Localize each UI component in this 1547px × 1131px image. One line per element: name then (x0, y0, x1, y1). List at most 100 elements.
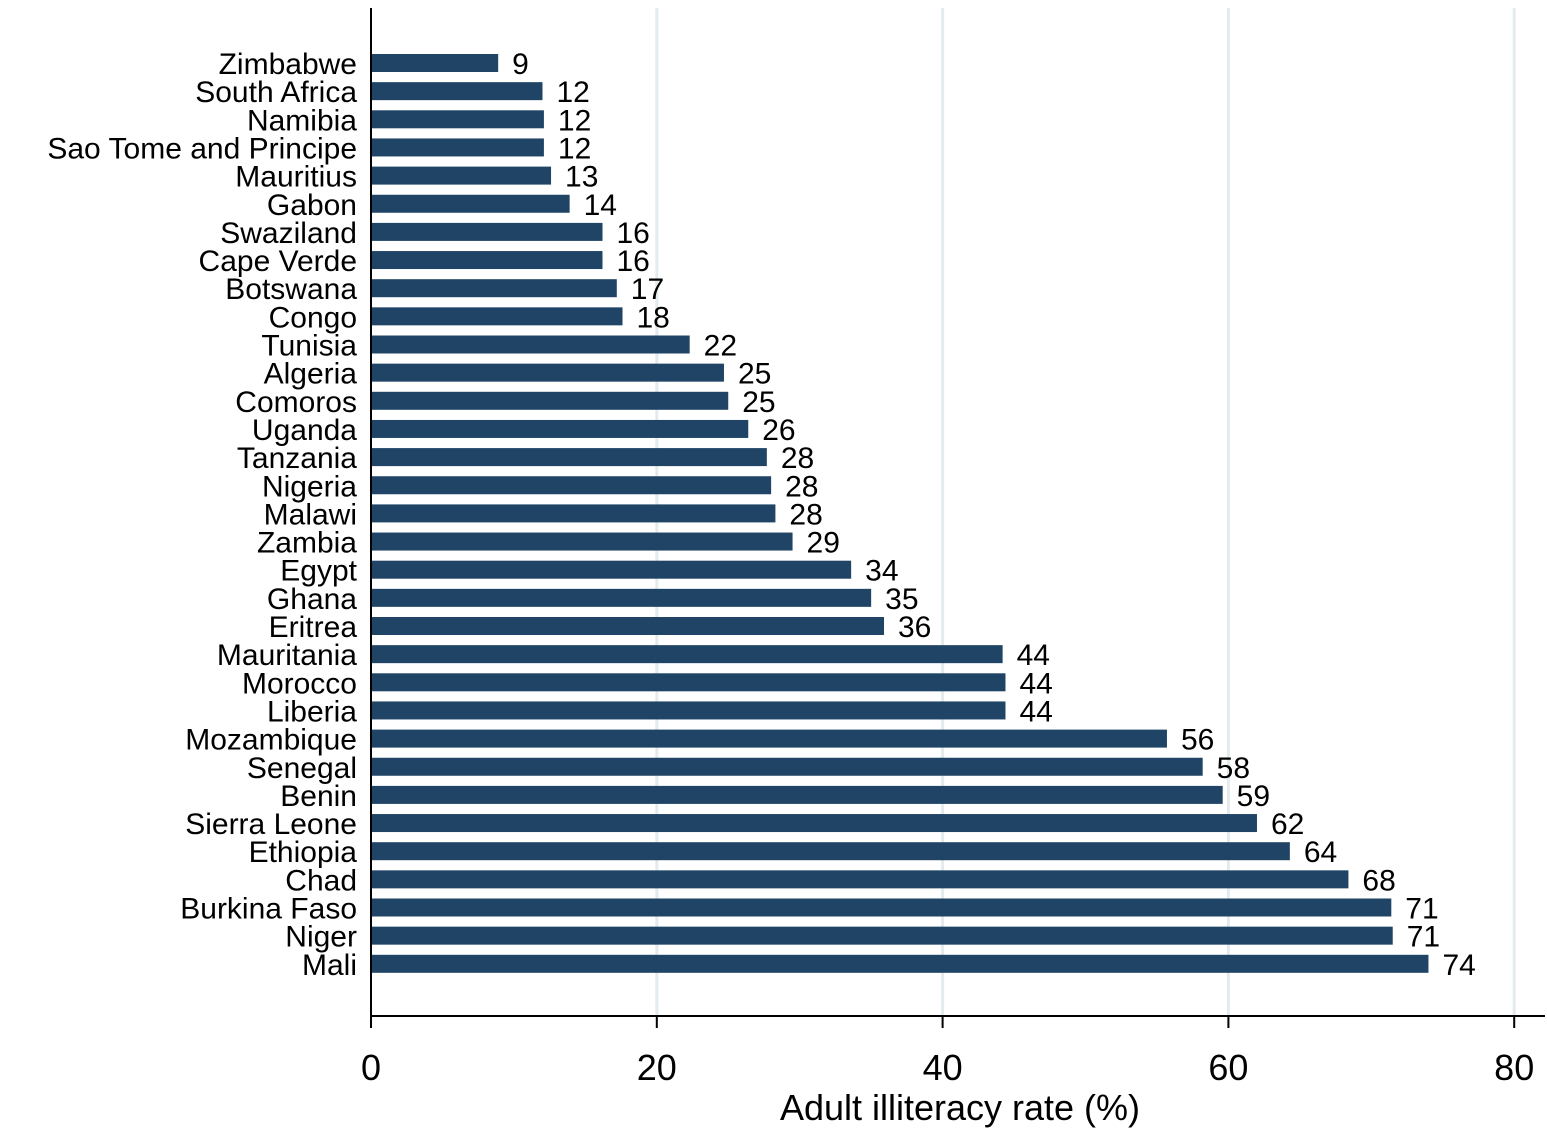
bar-mozambique (371, 729, 1167, 748)
value-label: 56 (1181, 724, 1214, 757)
category-label: Uganda (252, 414, 357, 447)
category-label: Senegal (247, 752, 357, 785)
category-label: Gabon (267, 189, 357, 222)
bars (371, 54, 1429, 973)
value-label: 16 (616, 245, 649, 278)
x-tick-label: 0 (361, 1047, 381, 1088)
bar-mauritania (371, 645, 1003, 664)
category-label: Mauritania (217, 639, 357, 672)
bar-south-africa (371, 82, 543, 101)
category-label: Zambia (257, 527, 357, 560)
category-label: Mali (302, 949, 357, 982)
x-tick-label: 40 (923, 1047, 963, 1088)
category-label: Swaziland (220, 217, 357, 250)
bar-eritrea (371, 617, 885, 635)
category-label: Sao Tome and Principe (47, 132, 357, 165)
bar-sierra-leone (371, 814, 1257, 833)
bar-tunisia (371, 335, 690, 354)
bar-botswana (371, 279, 617, 298)
value-label: 62 (1271, 808, 1304, 841)
bar-nigeria (371, 476, 772, 495)
category-label: Benin (280, 780, 357, 813)
bar-swaziland (371, 222, 603, 241)
category-label: Ghana (267, 583, 357, 616)
category-label: Mozambique (185, 724, 357, 757)
category-label: Burkina Faso (180, 893, 357, 926)
value-label: 71 (1407, 921, 1440, 954)
category-label: Ethiopia (249, 836, 358, 869)
category-label: Egypt (280, 555, 357, 588)
value-label: 25 (738, 358, 771, 391)
category-label: Chad (285, 864, 357, 897)
bar-ghana (371, 588, 872, 607)
bar-benin (371, 785, 1223, 804)
value-label: 34 (865, 555, 898, 588)
bar-mauritius (371, 166, 552, 185)
category-label: Tunisia (261, 330, 357, 363)
bar-chad (371, 870, 1349, 889)
category-label: Nigeria (262, 470, 357, 503)
bar-algeria (371, 363, 724, 382)
category-label: Algeria (264, 358, 358, 391)
x-axis-title: Adult illiteracy rate (%) (780, 1087, 1140, 1128)
category-label: Zimbabwe (219, 48, 357, 81)
value-labels: 9121212131416161718222525262828282934353… (512, 48, 1476, 982)
category-label: Tanzania (237, 442, 357, 475)
value-label: 71 (1405, 893, 1438, 926)
bar-cape-verde (371, 251, 603, 270)
value-label: 58 (1217, 752, 1250, 785)
value-label: 13 (565, 161, 598, 194)
bar-egypt (371, 560, 852, 579)
bar-zambia (371, 532, 793, 551)
value-label: 29 (807, 527, 840, 560)
value-label: 44 (1019, 695, 1052, 728)
value-label: 68 (1362, 864, 1395, 897)
bar-mali (371, 954, 1429, 973)
value-label: 35 (885, 583, 918, 616)
value-label: 28 (785, 470, 818, 503)
value-label: 36 (898, 611, 931, 644)
value-label: 64 (1304, 836, 1337, 869)
bar-gabon (371, 194, 570, 213)
value-label: 59 (1237, 780, 1270, 813)
category-label: Comoros (235, 386, 357, 419)
bar-ethiopia (371, 842, 1290, 861)
value-label: 16 (616, 217, 649, 250)
bar-sao-tome-and-principe (371, 138, 544, 157)
category-label: Eritrea (269, 611, 358, 644)
bar-namibia (371, 110, 544, 129)
value-label: 18 (637, 301, 670, 334)
x-tick-label: 60 (1208, 1047, 1248, 1088)
value-label: 17 (631, 273, 664, 306)
category-label: Morocco (242, 667, 357, 700)
category-label: Namibia (247, 104, 357, 137)
value-label: 44 (1019, 667, 1052, 700)
category-label: Mauritius (235, 161, 357, 194)
value-label: 22 (704, 330, 737, 363)
bar-zimbabwe (371, 54, 499, 72)
bar-tanzania (371, 448, 767, 467)
value-label: 12 (558, 132, 591, 165)
category-label: Malawi (264, 498, 357, 531)
value-label: 26 (762, 414, 795, 447)
value-label: 28 (789, 498, 822, 531)
category-label: Congo (269, 301, 357, 334)
value-label: 44 (1017, 639, 1050, 672)
bar-burkina-faso (371, 898, 1392, 917)
category-label: Cape Verde (199, 245, 357, 278)
category-label: Sierra Leone (185, 808, 357, 841)
bar-morocco (371, 673, 1006, 692)
value-label: 28 (781, 442, 814, 475)
x-tick-label: 80 (1494, 1047, 1534, 1088)
value-label: 12 (558, 104, 591, 137)
category-label: South Africa (195, 76, 357, 109)
value-label: 9 (512, 48, 529, 81)
bar-senegal (371, 757, 1203, 776)
x-ticks: 0 20 40 60 80 (361, 1016, 1534, 1088)
value-label: 14 (584, 189, 617, 222)
value-label: 25 (742, 386, 775, 419)
category-label: Botswana (225, 273, 357, 306)
x-tick-label: 20 (637, 1047, 677, 1088)
